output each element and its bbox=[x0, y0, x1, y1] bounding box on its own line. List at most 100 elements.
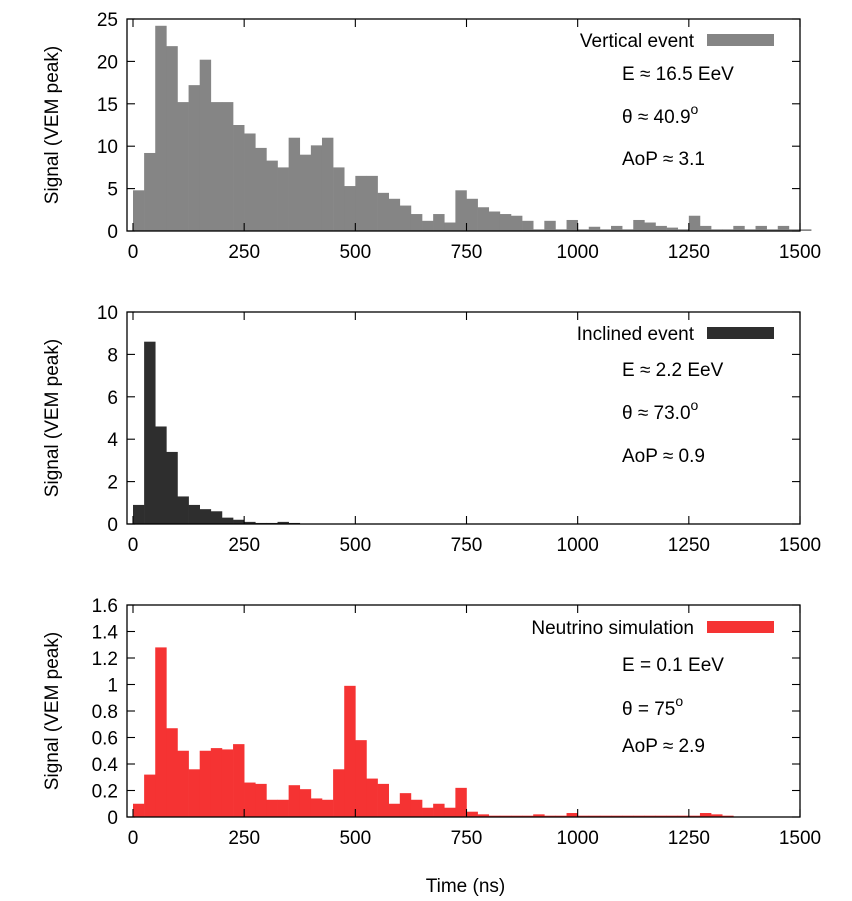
legend-label: Inclined event bbox=[577, 324, 695, 345]
y-tick-label: 4 bbox=[107, 430, 118, 451]
bar bbox=[210, 748, 223, 817]
bar bbox=[399, 205, 412, 231]
x-tick-label: 750 bbox=[451, 242, 483, 263]
annotation: E ≈ 2.2 EeV bbox=[622, 360, 724, 381]
bar bbox=[722, 229, 734, 231]
bar bbox=[688, 215, 701, 231]
bar bbox=[733, 225, 745, 231]
bar bbox=[333, 167, 345, 231]
bar bbox=[510, 815, 523, 817]
y-tick-label: 5 bbox=[107, 180, 118, 201]
x-tick-label: 1500 bbox=[779, 535, 821, 556]
bar bbox=[155, 647, 167, 817]
bar bbox=[644, 815, 656, 817]
bar bbox=[666, 227, 679, 231]
bar bbox=[199, 509, 212, 524]
bar bbox=[377, 783, 389, 818]
bar bbox=[244, 782, 256, 817]
bar-series bbox=[133, 647, 734, 818]
bar bbox=[344, 685, 356, 817]
bar bbox=[577, 815, 590, 817]
bar bbox=[766, 229, 779, 231]
bar bbox=[566, 813, 578, 817]
bar bbox=[144, 152, 156, 231]
bar bbox=[188, 769, 200, 817]
bar bbox=[310, 145, 323, 231]
panel-1: 0 250 500 750 1000 1250 1500 0 5 10 15 20 25 Signal (… bbox=[42, 10, 821, 263]
bar bbox=[166, 46, 178, 231]
bar bbox=[233, 744, 245, 818]
bar bbox=[210, 102, 223, 231]
bar bbox=[599, 815, 612, 817]
x-tick-label: 250 bbox=[228, 828, 260, 849]
bar bbox=[166, 451, 178, 524]
annotation: E = 0.1 EeV bbox=[622, 655, 724, 676]
bar bbox=[133, 190, 145, 231]
y-tick-label: 0.6 bbox=[92, 729, 118, 750]
bar bbox=[711, 814, 723, 817]
bar bbox=[666, 815, 679, 817]
y-tick-label: 0 bbox=[107, 808, 118, 829]
bar bbox=[277, 521, 289, 524]
bar bbox=[711, 229, 723, 231]
panel-2: 0 250 500 750 1000 1250 1500 0 2 4 6 8 10 Signal (VEM… bbox=[42, 303, 821, 556]
x-tick-label: 750 bbox=[451, 828, 483, 849]
bar bbox=[577, 229, 590, 231]
legend-swatch bbox=[707, 34, 774, 46]
bar bbox=[544, 220, 556, 231]
x-axis-title: Time (ns) bbox=[426, 876, 506, 897]
bar bbox=[777, 225, 790, 231]
bar bbox=[177, 496, 189, 524]
bar bbox=[177, 750, 189, 817]
y-axis-title: Signal (VEM peak) bbox=[42, 46, 63, 204]
bar bbox=[221, 517, 234, 524]
bar bbox=[166, 728, 178, 817]
annotation: AoP ≈ 0.9 bbox=[622, 446, 705, 467]
bar bbox=[377, 192, 389, 231]
x-tick-label: 500 bbox=[339, 828, 371, 849]
bar bbox=[133, 504, 145, 524]
y-axis-title: Signal (VEM peak) bbox=[42, 632, 63, 790]
x-tick-label: 1250 bbox=[668, 535, 710, 556]
x-tick-label: 0 bbox=[128, 242, 139, 263]
bar bbox=[588, 226, 601, 231]
bar bbox=[522, 220, 534, 231]
bar bbox=[522, 815, 534, 817]
bar bbox=[266, 160, 278, 231]
bar-series bbox=[133, 341, 312, 524]
bar bbox=[455, 190, 467, 231]
bar bbox=[244, 133, 256, 231]
y-tick-label: 10 bbox=[97, 303, 118, 324]
bar bbox=[410, 214, 423, 231]
y-tick-label: 15 bbox=[97, 95, 118, 116]
y-tick-label: 0 bbox=[107, 515, 118, 536]
bar bbox=[388, 198, 401, 231]
bar bbox=[299, 789, 312, 817]
bar bbox=[544, 815, 556, 817]
bar bbox=[244, 521, 256, 524]
bar bbox=[221, 749, 234, 817]
bar bbox=[233, 125, 245, 231]
y-tick-label: 0.2 bbox=[92, 782, 118, 803]
bar bbox=[655, 815, 667, 817]
annotation: θ ≈ 73.0o bbox=[622, 397, 699, 424]
annotation: E ≈ 16.5 EeV bbox=[622, 64, 734, 85]
x-tick-label: 1250 bbox=[668, 242, 710, 263]
bar bbox=[133, 803, 145, 817]
bar bbox=[444, 807, 456, 817]
y-tick-label: 6 bbox=[107, 388, 118, 409]
bar bbox=[788, 229, 801, 231]
bar bbox=[555, 229, 567, 231]
bar bbox=[366, 778, 378, 817]
y-tick-label: 25 bbox=[97, 10, 118, 31]
bar bbox=[611, 225, 623, 231]
bar-series bbox=[133, 25, 812, 232]
y-tick-label: 2 bbox=[107, 473, 118, 494]
y-tick-label: 0.4 bbox=[92, 755, 119, 776]
bar bbox=[366, 175, 378, 231]
bar bbox=[321, 799, 334, 817]
bar bbox=[144, 341, 156, 524]
bar bbox=[333, 769, 345, 817]
bar bbox=[599, 229, 612, 231]
